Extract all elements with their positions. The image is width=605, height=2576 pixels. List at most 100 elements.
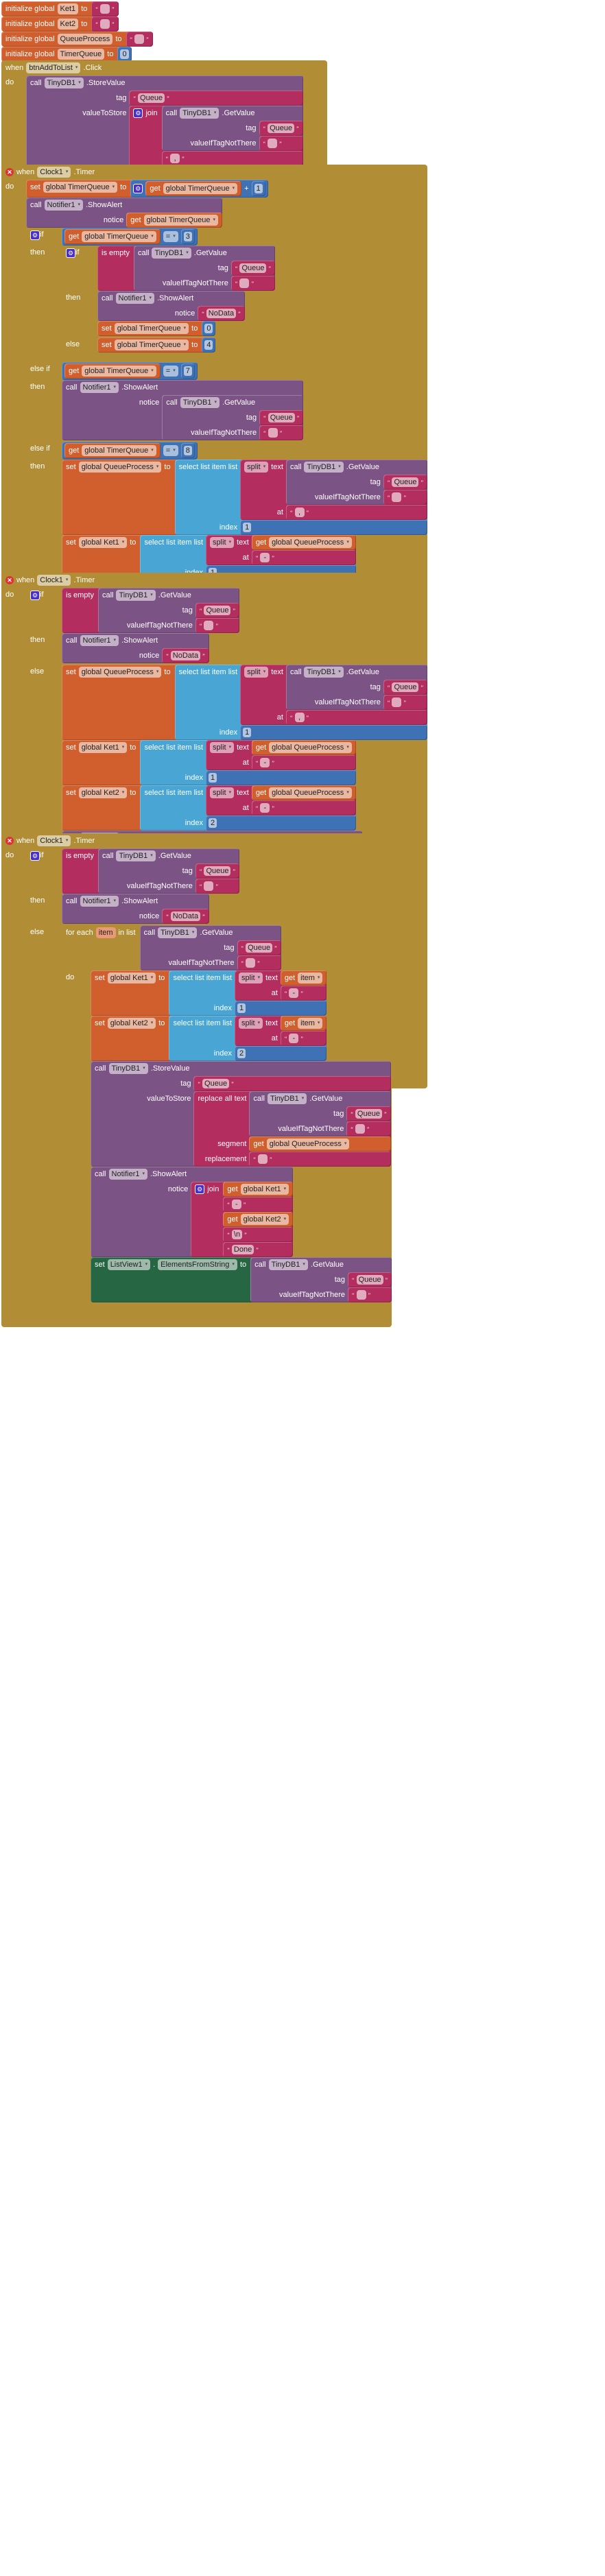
text-block[interactable]: “ ” [237,955,281,970]
text-value[interactable] [392,492,402,502]
text-block[interactable]: “Queue” [259,121,303,136]
number-value[interactable]: 2 [209,818,217,828]
split-block[interactable]: split ▾ text get item ▾ at “-” [235,970,327,1001]
text-value[interactable] [246,958,256,968]
property-dropdown[interactable]: ElementsFromString▾ [158,1259,237,1270]
notifier-showalert-block[interactable]: call Notifier1 ▾ .ShowAlert notice get global … [26,198,222,228]
text-block[interactable]: “-” [280,986,327,1001]
text-block[interactable]: “ ” [230,276,276,291]
number-block[interactable]: 0 [117,47,132,62]
select-list-item-block[interactable]: select list item list split ▾ text get item ▾ a… [169,1016,327,1061]
split-dropdown[interactable]: split▾ [239,1018,263,1029]
initialize-global-block[interactable]: initialize global Ket2 to “ ” [1,16,119,32]
text-value[interactable] [239,278,250,288]
select-list-item-block[interactable]: select list item list split ▾ text get item ▾ a… [169,970,327,1016]
math-compare-block[interactable]: get global TimerQueue ▾ = ▾ 3 [62,228,198,246]
text-value[interactable] [356,1290,366,1300]
variable-dropdown[interactable]: global TimerQueue▾ [82,445,156,456]
text-value[interactable] [204,621,214,630]
variable-dropdown[interactable]: global TimerQueue▾ [163,183,238,194]
math-compare-block[interactable]: get global TimerQueue ▾ = ▾ 7 [62,362,198,380]
text-block[interactable]: “ ” [383,490,428,505]
component-dropdown[interactable]: TinyDB1▾ [116,590,156,601]
text-value[interactable] [99,4,110,14]
math-add-block[interactable]: ⚙ get global TimerQueue ▾ +1 [130,180,268,198]
text-value[interactable] [355,1124,365,1134]
global-name-field[interactable]: Ket2 [57,19,79,29]
split-block[interactable]: split ▾ text call TinyDB1 ▾ .GetValue tag “Queue… [240,460,428,520]
component-dropdown[interactable]: Notifier1▾ [80,896,119,907]
text-block[interactable]: “NoData” [162,909,209,924]
text-block[interactable]: “,” [285,505,428,520]
text-value[interactable]: Queue [239,263,267,273]
variable-dropdown[interactable]: global TimerQueue▾ [143,215,218,226]
loop-variable[interactable]: item [95,927,116,938]
text-block[interactable]: “ ” [259,425,304,440]
number-block[interactable]: 1 [251,181,265,196]
text-value[interactable]: \n [231,1230,243,1239]
set-variable-block[interactable]: set global Ket1 ▾ to select list item list sp… [91,970,327,1016]
text-value[interactable]: Queue [204,606,231,615]
text-block[interactable]: “ ” [383,695,428,710]
number-block[interactable]: 1 [235,1001,327,1016]
text-block[interactable]: “Queue” [237,940,281,955]
variable-dropdown[interactable]: global TimerQueue▾ [82,366,156,377]
text-value[interactable]: , [170,154,180,163]
variable-dropdown[interactable]: global QueueProcess▾ [266,1138,350,1149]
variable-dropdown[interactable]: global QueueProcess▾ [269,742,352,753]
text-block[interactable]: “Queue” [195,603,240,618]
component-dropdown[interactable]: TinyDB1▾ [304,462,344,473]
number-block[interactable]: 8 [180,443,195,458]
split-dropdown[interactable]: split▾ [244,667,269,678]
text-block[interactable]: “ ” [195,618,240,633]
text-value[interactable]: , [294,713,305,722]
text-block[interactable]: “Queue” [346,1106,391,1121]
variable-dropdown[interactable]: global QueueProcess▾ [269,537,352,548]
variable-dropdown[interactable]: item ▾ [298,1018,323,1029]
split-dropdown[interactable]: split▾ [210,537,235,548]
set-variable-block[interactable]: set global TimerQueue ▾ to ⚙ get global TimerQ… [26,180,268,198]
text-value[interactable]: - [231,1200,241,1209]
gear-icon[interactable]: ⚙ [195,1184,205,1194]
split-block[interactable]: split ▾ text call TinyDB1 ▾ .GetValue tag “Queue… [240,665,428,725]
number-value[interactable]: 1 [209,773,217,783]
text-block[interactable]: “Queue” [195,863,240,879]
text-value[interactable]: Queue [246,943,273,953]
variable-dropdown[interactable]: global Ket1▾ [240,1184,289,1195]
component-dropdown[interactable]: Clock1 ▾ [37,575,71,586]
get-variable-block[interactable]: get item ▾ [280,1016,327,1031]
variable-dropdown[interactable]: global TimerQueue▾ [114,339,189,350]
variable-dropdown[interactable]: global QueueProcess▾ [78,462,162,473]
operator-dropdown[interactable]: =▾ [163,366,178,377]
component-dropdown[interactable]: Notifier1▾ [44,200,83,211]
text-block[interactable]: “Queue” [129,91,303,106]
global-name-field[interactable]: Ket1 [57,3,79,14]
component-dropdown[interactable]: btnAddToList ▾ [26,62,81,73]
operator-dropdown[interactable]: =▾ [163,445,178,456]
split-dropdown[interactable]: split▾ [244,462,269,473]
text-block[interactable]: “Done” [223,1242,294,1257]
number-value[interactable]: 7 [183,366,192,376]
set-variable-block[interactable]: set global TimerQueue ▾ to 4 [97,337,216,353]
text-value[interactable] [392,697,402,707]
component-dropdown[interactable]: Notifier1▾ [115,293,154,304]
